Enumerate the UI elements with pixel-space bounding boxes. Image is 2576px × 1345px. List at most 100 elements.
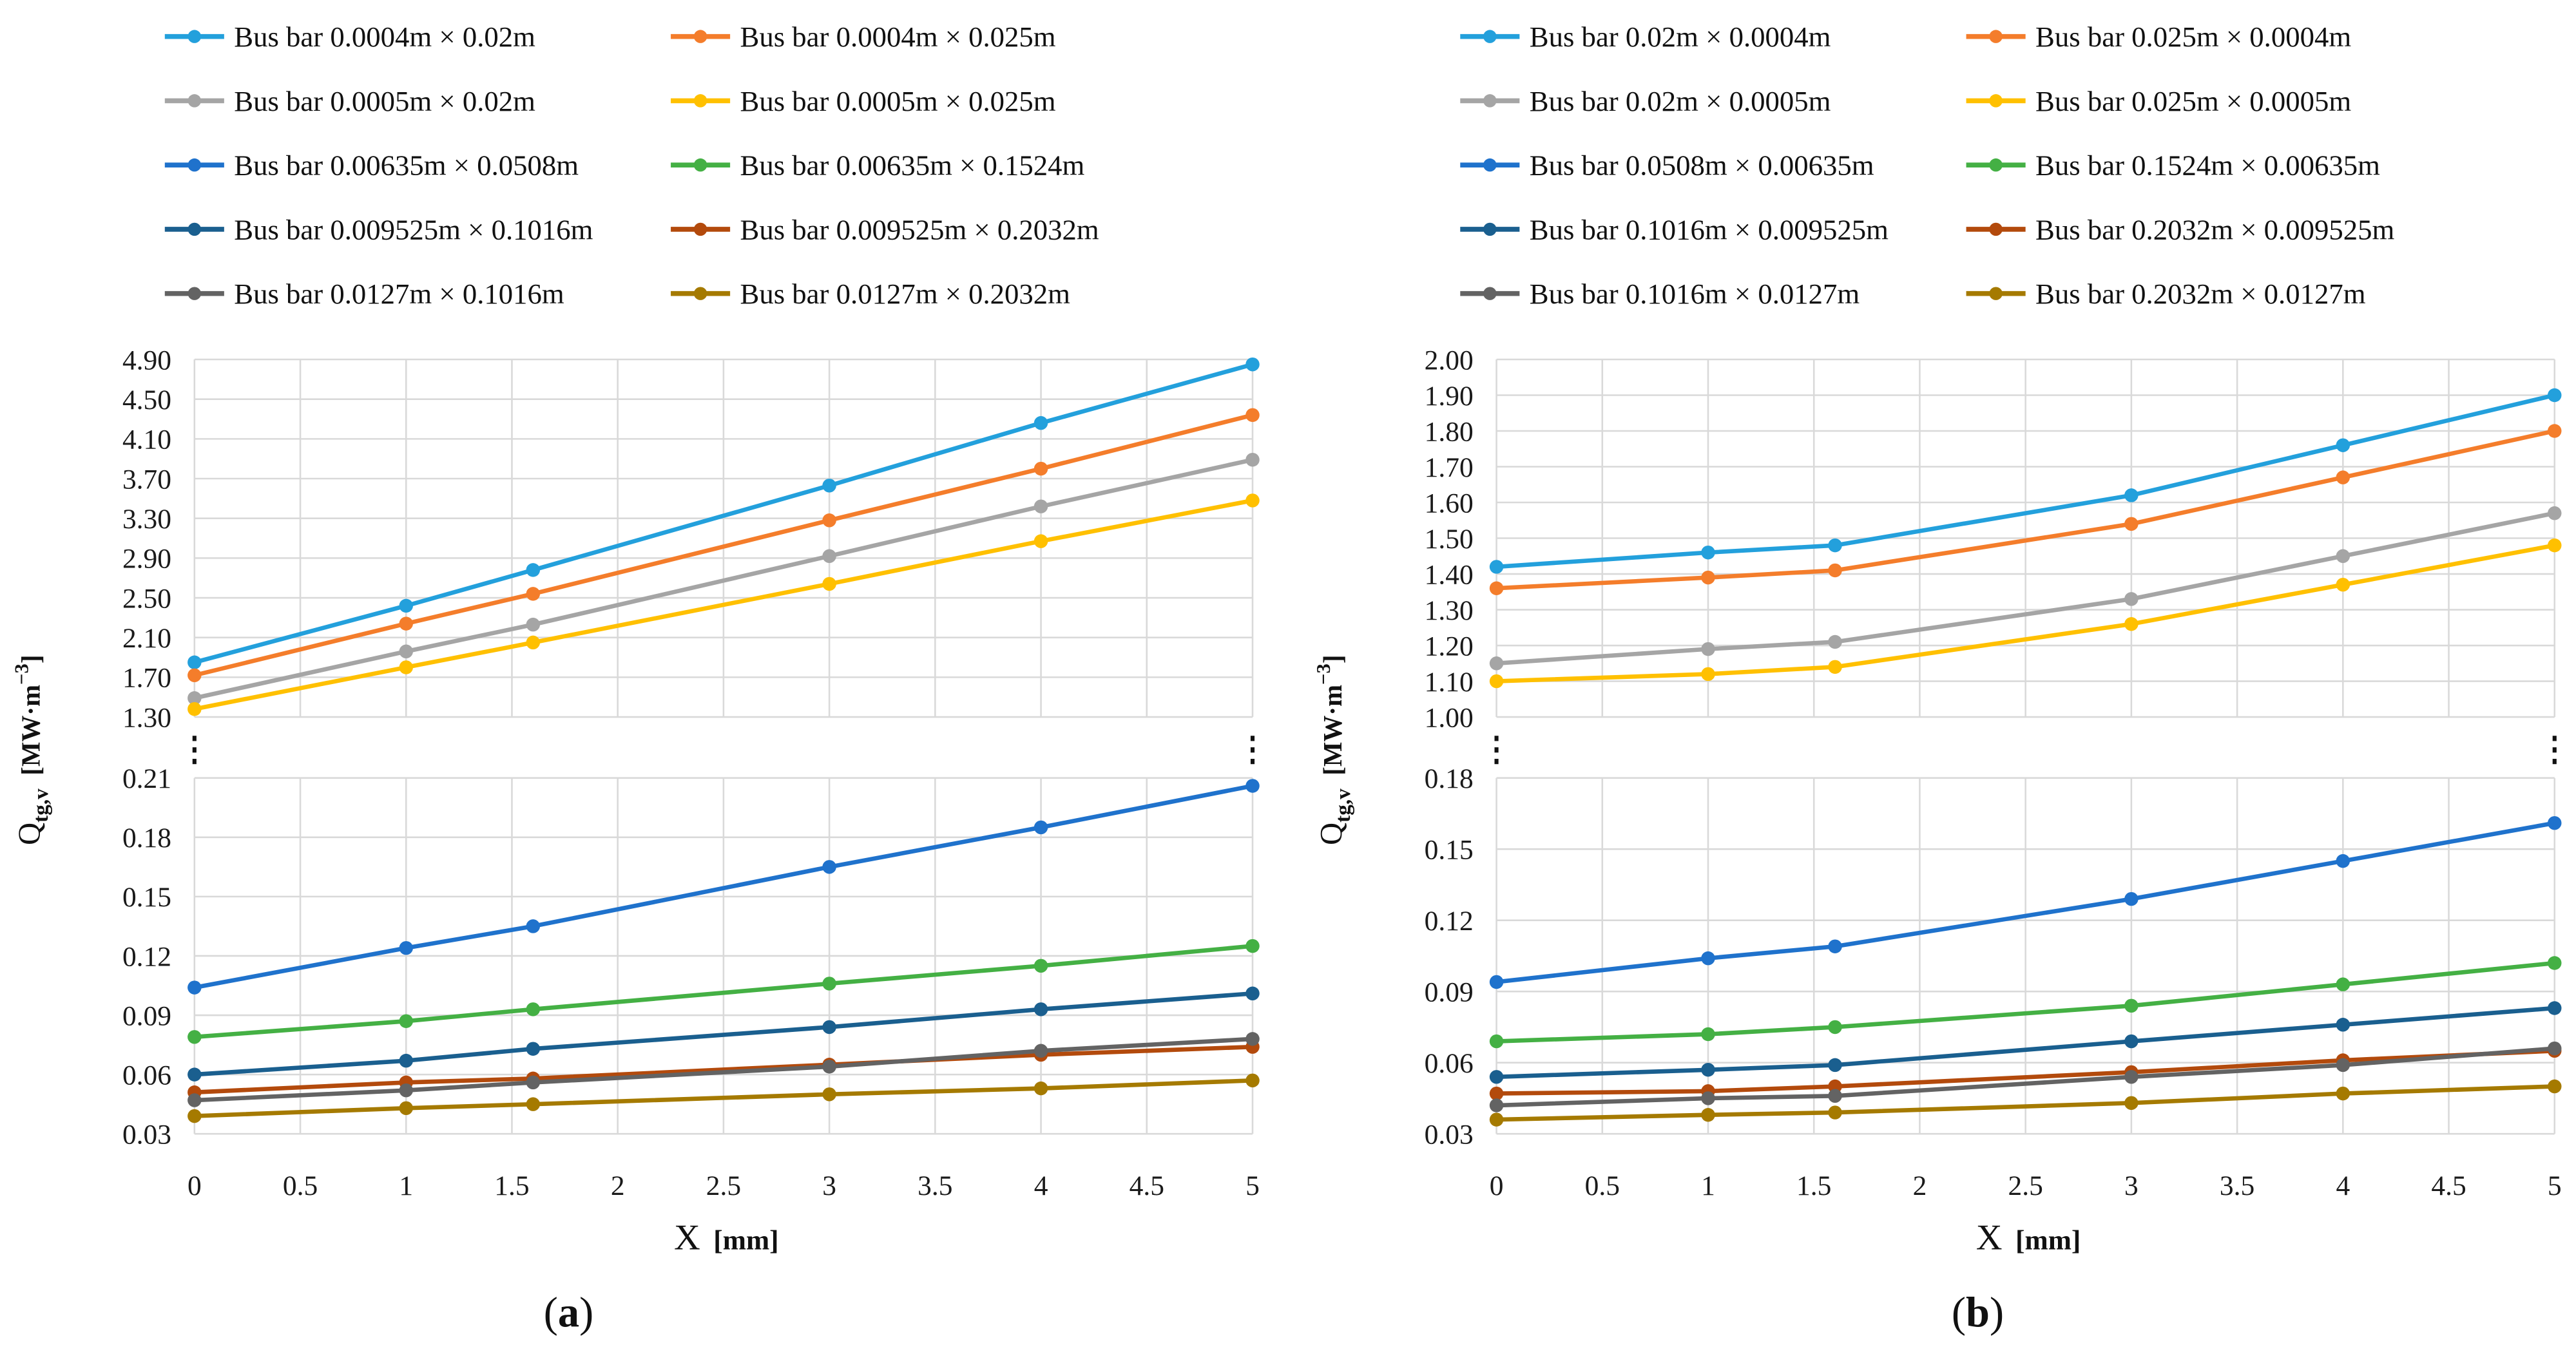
axis-break-icon [1494,736,1499,765]
data-point [1245,408,1260,423]
series-line [1489,1041,2562,1112]
series-line [187,1073,1260,1123]
data-point [187,1109,202,1123]
series-line [1489,388,2562,574]
legend-item: Bus bar 0.1524m × 0.00635m [1966,149,2380,182]
data-point [2124,617,2139,631]
legend-label: Bus bar 0.0127m × 0.1016m [234,278,564,310]
x-tick-label: 3 [2124,1170,2139,1201]
x-tick-label: 1.5 [1796,1170,1831,1201]
legend-marker [1483,94,1497,108]
y-axis-exponent: −3 [10,663,32,685]
legend-label: Bus bar 0.2032m × 0.009525m [2035,213,2394,245]
series-path [194,1078,1253,1118]
data-point [1828,563,1842,578]
legend-label: Bus bar 0.0005m × 0.02m [234,85,535,117]
y-tick-label: 0.09 [122,1000,171,1031]
y-tick-label: 0.12 [122,941,171,972]
y-tick-label: 4.50 [122,385,171,415]
caption-open: ( [1952,1289,1966,1336]
data-point [822,1087,836,1102]
series-path [1496,511,2555,666]
break-dot [1250,736,1255,741]
legend-marker [187,287,202,300]
x-tick-label: 3 [822,1170,836,1201]
data-point [822,860,836,874]
series-line [1489,506,2562,671]
legend-item: Bus bar 0.00635m × 0.1524m [671,149,1085,182]
y-tick-label: 0.15 [1425,835,1474,866]
data-point [2124,1034,2139,1049]
data-point [2548,388,2562,403]
y-tick-label: 1.00 [1425,702,1474,733]
legend-label: Bus bar 0.0004m × 0.025m [740,21,1055,53]
series-path [1496,1006,2555,1080]
data-point [399,660,414,674]
x-tick-label: 1.5 [494,1170,529,1201]
series-line [187,779,1260,995]
series-path [1496,821,2555,984]
data-point [1245,1073,1260,1088]
data-point [1701,1091,1715,1105]
legend-marker [1483,30,1497,43]
y-tick-label: 0.09 [1425,977,1474,1008]
axis-break-icon [1250,736,1255,765]
data-point [1489,560,1504,574]
series-path [194,1044,1253,1095]
break-dot [2552,736,2557,741]
legend-marker [1989,287,2003,300]
y-tick-label: 0.12 [1425,906,1474,937]
data-point [1701,1063,1715,1077]
legend-item: Bus bar 0.1016m × 0.009525m [1460,213,1889,245]
series-path [194,783,1253,990]
data-point [1828,1089,1842,1103]
break-dot [1494,759,1499,765]
series-path [1496,393,2555,569]
data-point [822,549,836,564]
series-path [194,457,1253,701]
legend-marker [693,30,707,43]
data-point [2336,854,2350,868]
break-dot [192,736,197,741]
data-point [2124,1070,2139,1084]
data-point [1245,986,1260,1001]
y-tick-label: 1.70 [1425,452,1474,483]
legend-label: Bus bar 0.1016m × 0.0127m [1530,278,1860,310]
data-point [822,513,836,528]
legend-label: Bus bar 0.00635m × 0.0508m [234,149,579,182]
series-line [1489,1001,2562,1084]
data-point [187,691,202,705]
series-line [187,1032,1260,1107]
data-point [1033,1044,1048,1058]
legend-label: Bus bar 0.00635m × 0.1524m [740,149,1084,182]
data-point [2336,977,2350,991]
data-point [2336,577,2350,592]
legend-item: Bus bar 0.025m × 0.0004m [1966,21,2351,53]
y-tick-label: 0.06 [1425,1048,1474,1079]
y-tick-label: 2.10 [122,623,171,654]
axis-break-icon [192,736,197,765]
y-tick-label: 1.50 [1425,524,1474,555]
data-point [1828,939,1842,953]
y-tick-label: 4.90 [122,345,171,376]
x-axis-label: X [mm] [674,1217,778,1257]
y-axis-subscript: tg,v [1331,788,1355,823]
series-line [1489,816,2562,989]
legend-marker [1483,158,1497,172]
series-line [187,452,1260,705]
data-point [187,1093,202,1107]
y-tick-label: 1.30 [1425,595,1474,626]
lower-panel: 0.03 0.06 0.09 0.12 0.15 0.18 0.21 [122,763,1260,1150]
data-point [1489,1034,1504,1049]
legend-marker [693,94,707,108]
x-tick-label: 2 [1913,1170,1927,1201]
data-point [1033,534,1048,548]
data-point [1033,820,1048,835]
legend-marker [1989,94,2003,108]
data-point [2124,892,2139,906]
data-point [1828,1105,1842,1120]
data-point [526,635,541,650]
data-point [1701,951,1715,966]
caption-close: ) [1990,1289,2004,1336]
